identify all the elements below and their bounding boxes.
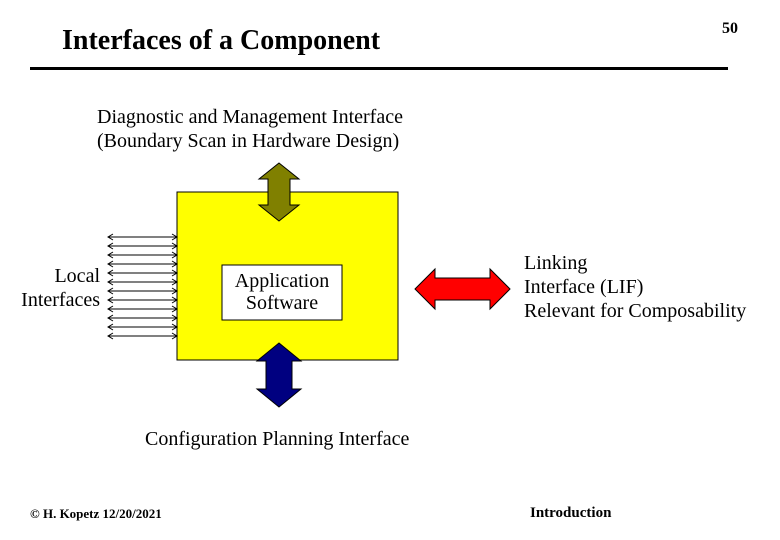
component-box bbox=[177, 192, 398, 360]
slide-title: Interfaces of a Component bbox=[62, 25, 380, 57]
title-rule bbox=[30, 67, 728, 70]
local-interface-arrow bbox=[108, 279, 177, 285]
page-number: 50 bbox=[722, 20, 738, 38]
local-interface-arrow bbox=[108, 333, 177, 339]
top-interface-label-line1: Diagnostic and Management Interface bbox=[97, 105, 403, 129]
right-interface-label-line2: Interface (LIF) bbox=[524, 275, 746, 299]
application-software-label-line1: Application bbox=[235, 270, 329, 292]
left-interface-label: Local Interfaces bbox=[20, 264, 100, 312]
local-interface-arrow bbox=[108, 234, 177, 240]
right-interface-label-line1: Linking bbox=[524, 251, 746, 275]
local-interface-arrow bbox=[108, 243, 177, 249]
local-interface-arrow bbox=[108, 288, 177, 294]
application-software-label-line2: Software bbox=[246, 292, 318, 314]
local-interface-arrow bbox=[108, 306, 177, 312]
footer-copyright: © H. Kopetz 12/20/2021 bbox=[30, 506, 162, 522]
application-software-box bbox=[222, 265, 342, 320]
local-interface-arrow bbox=[108, 315, 177, 321]
linking-interface-arrow bbox=[415, 269, 510, 309]
local-interface-arrow bbox=[108, 297, 177, 303]
left-interface-label-line1: Local bbox=[20, 264, 100, 288]
right-interface-label: Linking Interface (LIF) Relevant for Com… bbox=[524, 251, 746, 323]
local-interface-arrow bbox=[108, 270, 177, 276]
top-interface-label-line2: (Boundary Scan in Hardware Design) bbox=[97, 129, 403, 153]
footer-section: Introduction bbox=[530, 505, 611, 522]
top-interface-label: Diagnostic and Management Interface (Bou… bbox=[97, 105, 403, 153]
left-interface-label-line2: Interfaces bbox=[20, 288, 100, 312]
slide: Interfaces of a Component 50 Diagnostic … bbox=[0, 0, 780, 540]
local-interface-arrow bbox=[108, 261, 177, 267]
right-interface-label-line3: Relevant for Composability bbox=[524, 299, 746, 323]
local-interface-arrow bbox=[108, 252, 177, 258]
diagnostic-arrow bbox=[259, 163, 299, 221]
local-interface-arrow bbox=[108, 324, 177, 330]
configuration-arrow bbox=[257, 343, 301, 407]
bottom-interface-label: Configuration Planning Interface bbox=[145, 427, 409, 451]
